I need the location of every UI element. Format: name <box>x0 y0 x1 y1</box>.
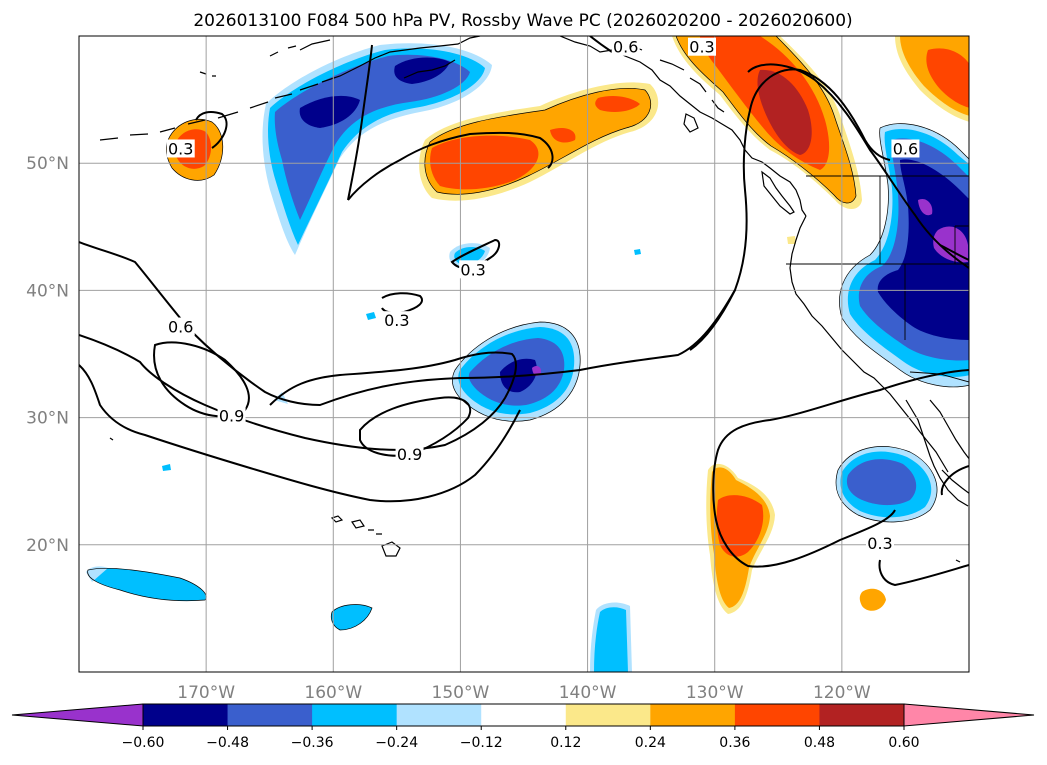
positive-anomaly-subtropic <box>706 236 886 614</box>
colorbar-segment <box>734 704 820 726</box>
contour-label: 0.3 <box>867 534 892 553</box>
latitude-tick-labels: 50°N 40°N 30°N 20°N <box>26 154 69 556</box>
colorbar-tick-label: 0.60 <box>888 735 919 751</box>
contour-label: 0.9 <box>219 407 244 426</box>
positive-anomaly-gulf <box>419 82 659 201</box>
contour-label-background <box>459 260 488 279</box>
latitude-tick-label: 30°N <box>26 409 69 429</box>
latitude-tick-label: 20°N <box>26 536 69 556</box>
positive-anomaly-ne <box>895 36 969 122</box>
pv-contours <box>79 36 969 587</box>
colorbar-segment <box>565 704 651 726</box>
colorbar-tick-label: −0.12 <box>460 735 503 751</box>
contour-label-background <box>688 37 716 56</box>
contour-label: 0.3 <box>384 311 409 330</box>
colorbar-segment <box>143 704 229 726</box>
contour-label: 0.3 <box>168 139 193 158</box>
colorbar-tick-label: 0.48 <box>804 735 835 751</box>
colorbar-frame <box>142 703 905 727</box>
contour-label: 0.3 <box>689 38 714 57</box>
colorbar-tick-label: −0.24 <box>375 735 418 751</box>
negative-anomaly-baja <box>836 446 938 522</box>
map-area: 0.3 0.6 0.3 0.6 0.3 0.3 0.6 0.9 0.9 0.3 <box>79 36 969 672</box>
colorbar-tick-label: 0.24 <box>635 735 666 751</box>
longitude-tick-label: 120°W <box>813 683 871 703</box>
contour-label-background <box>395 444 424 463</box>
latitude-tick-label: 40°N <box>26 281 69 301</box>
map-frame <box>78 35 970 673</box>
contour-label-background <box>891 139 920 158</box>
colorbar-tick-label: −0.60 <box>122 735 165 751</box>
colorbar: −0.60 −0.48 −0.36 −0.24 −0.12 0.12 0.24 0.36 0.4… <box>11 703 1035 751</box>
colorbar-segment <box>481 704 567 726</box>
longitude-tick-label: 160°W <box>304 683 362 703</box>
longitude-tick-label: 150°W <box>432 683 490 703</box>
negative-anomaly-westcoast <box>839 123 969 387</box>
colorbar-tick-label: 0.36 <box>719 735 750 751</box>
contour-label-background <box>611 37 640 56</box>
negative-anomaly-central <box>452 322 581 422</box>
colorbar-extend-high <box>903 703 1035 727</box>
contour-label: 0.6 <box>893 139 918 158</box>
contour-label-background <box>217 406 246 425</box>
longitude-tick-label: 170°W <box>177 683 235 703</box>
colorbar-segment <box>396 704 482 726</box>
contour-labels: 0.3 0.6 0.3 0.6 0.3 0.3 0.6 0.9 0.9 0.3 <box>166 37 920 553</box>
contour-label-background <box>866 533 894 552</box>
longitude-tick-label: 130°W <box>686 683 744 703</box>
negative-anomaly-aleutian <box>262 43 492 256</box>
colorbar-segment <box>650 704 736 726</box>
contour-label-background <box>166 317 195 336</box>
colorbar-segment <box>312 704 398 726</box>
contour-label-background <box>166 139 195 158</box>
map-title: 2026013100 F084 500 hPa PV, Rossby Wave … <box>193 11 852 31</box>
colorbar-extend-low <box>11 703 144 727</box>
colorbar-segment <box>227 704 313 726</box>
latitude-tick-label: 50°N <box>26 154 69 174</box>
longitude-tick-labels: 170°W 160°W 150°W 140°W 130°W 120°W <box>177 683 871 703</box>
colorbar-tick-label: 0.12 <box>550 735 581 751</box>
colorbar-tick-label: −0.48 <box>206 735 249 751</box>
contour-label: 0.6 <box>168 318 193 337</box>
longitude-tick-label: 140°W <box>559 683 617 703</box>
contour-label-background <box>382 311 411 330</box>
negative-anomaly-small <box>86 243 641 672</box>
contour-label: 0.3 <box>460 260 485 279</box>
contour-label: 0.6 <box>613 38 638 57</box>
colorbar-tick-label: −0.36 <box>291 735 334 751</box>
contour-label: 0.9 <box>397 445 422 464</box>
colorbar-segment <box>819 704 905 726</box>
